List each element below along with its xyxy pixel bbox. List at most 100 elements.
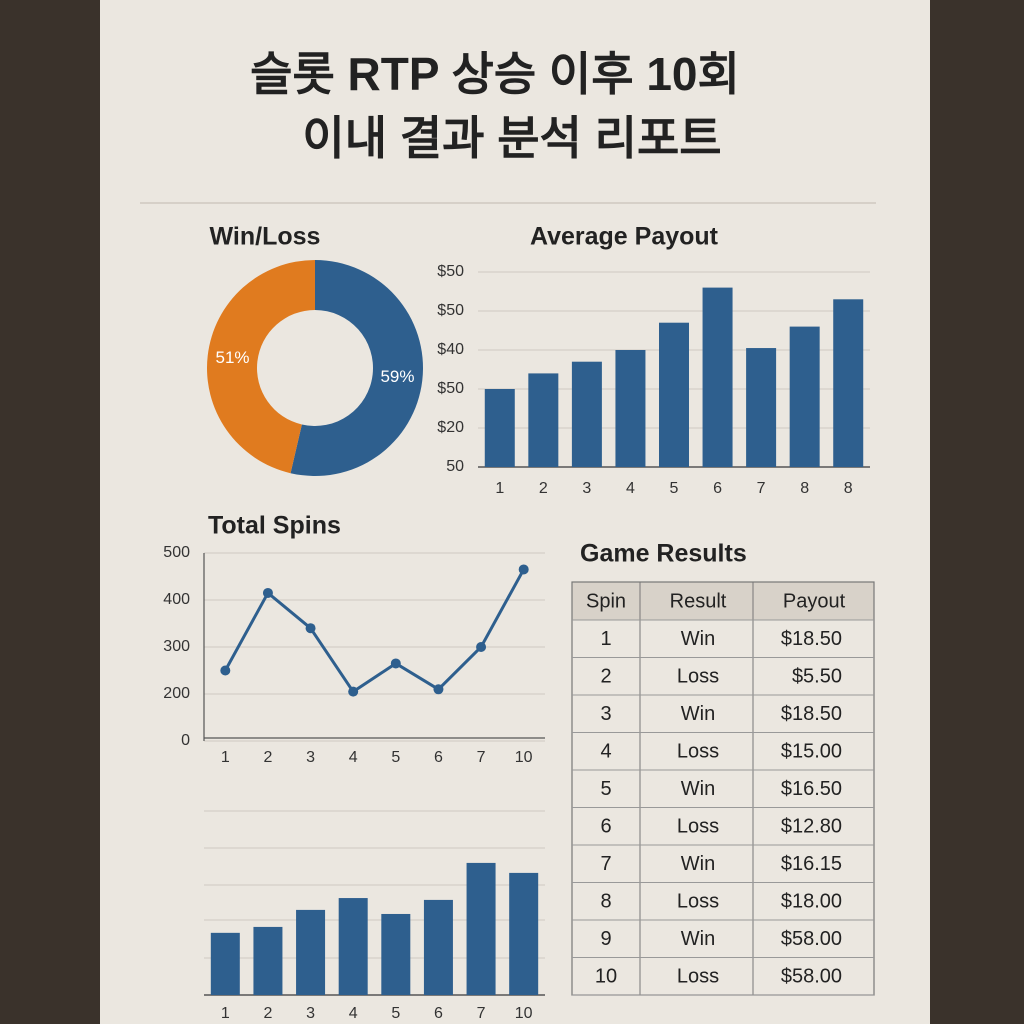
x-tick-label: 4 bbox=[626, 480, 635, 497]
bar bbox=[296, 909, 326, 995]
table-cell: Win bbox=[681, 928, 715, 950]
table-cell: 3 bbox=[600, 703, 611, 725]
table-cell: $15.00 bbox=[781, 741, 842, 763]
table-cell: $58.00 bbox=[781, 966, 842, 988]
bar bbox=[615, 350, 646, 467]
donut-slice bbox=[206, 260, 315, 474]
point bbox=[348, 686, 359, 697]
paper bbox=[100, 0, 930, 1024]
bar bbox=[253, 926, 283, 995]
x-tick-label: 8 bbox=[844, 480, 853, 497]
x-tick-label: 3 bbox=[306, 1005, 315, 1022]
x-tick-label: 7 bbox=[477, 1005, 486, 1022]
table-cell: 5 bbox=[600, 778, 611, 800]
bar bbox=[746, 348, 777, 467]
table-cell: Loss bbox=[677, 966, 719, 988]
title-line: 슬롯 RTP 상승 이후 10회 bbox=[250, 48, 740, 100]
x-tick-label: 8 bbox=[800, 480, 809, 497]
bar bbox=[466, 862, 496, 995]
y-tick-label: 200 bbox=[163, 685, 190, 702]
bar bbox=[381, 913, 411, 995]
point bbox=[262, 587, 273, 598]
table-title: Game Results bbox=[580, 540, 747, 568]
x-tick-label: 1 bbox=[495, 480, 504, 497]
donut-slice bbox=[290, 260, 423, 476]
x-tick-label: 10 bbox=[515, 749, 533, 766]
bar bbox=[509, 872, 539, 995]
chart-title: Win/Loss bbox=[210, 223, 321, 251]
chart-title: Average Payout bbox=[530, 223, 719, 251]
table-header-bg bbox=[572, 582, 874, 620]
y-tick-label: 0 bbox=[181, 732, 190, 749]
x-tick-label: 2 bbox=[539, 480, 548, 497]
table-header: Payout bbox=[783, 590, 846, 612]
table-cell: $5.50 bbox=[792, 666, 842, 688]
x-tick-label: 6 bbox=[713, 480, 722, 497]
x-tick-label: 4 bbox=[349, 1005, 358, 1022]
point bbox=[305, 623, 316, 634]
y-tick-label: 400 bbox=[163, 591, 190, 608]
table-cell: 4 bbox=[600, 741, 611, 763]
table-cell: 7 bbox=[600, 853, 611, 875]
table-cell: $18.50 bbox=[781, 703, 842, 725]
x-tick-label: 1 bbox=[221, 1005, 230, 1022]
bar bbox=[338, 898, 368, 995]
table-cell: 9 bbox=[600, 928, 611, 950]
table-cell: Win bbox=[681, 853, 715, 875]
x-tick-label: 3 bbox=[582, 480, 591, 497]
x-tick-label: 6 bbox=[434, 1005, 443, 1022]
bar bbox=[484, 389, 515, 467]
y-tick-label: 50 bbox=[446, 458, 464, 475]
point bbox=[390, 658, 401, 669]
table-cell: Loss bbox=[677, 816, 719, 838]
x-tick-label: 6 bbox=[434, 749, 443, 766]
y-tick-label: $50 bbox=[437, 380, 464, 397]
table-cell: $18.50 bbox=[781, 628, 842, 650]
y-tick-label: 300 bbox=[163, 638, 190, 655]
table-cell: $16.50 bbox=[781, 778, 842, 800]
point bbox=[476, 642, 487, 652]
table-cell: $16.15 bbox=[781, 853, 842, 875]
x-tick-label: 3 bbox=[306, 749, 315, 766]
table-cell: $58.00 bbox=[781, 928, 842, 950]
y-tick-label: $40 bbox=[437, 341, 464, 358]
title-line: 이내 결과 분석 리포트 bbox=[302, 112, 721, 164]
table-cell: Win bbox=[681, 778, 715, 800]
bar bbox=[423, 899, 453, 995]
table-cell: Loss bbox=[677, 891, 719, 913]
bar bbox=[702, 287, 733, 467]
chart-title: Total Spins bbox=[208, 512, 341, 540]
y-tick-label: $20 bbox=[437, 419, 464, 436]
data-label: 51% bbox=[216, 348, 250, 367]
table-cell: 1 bbox=[600, 628, 611, 650]
bar bbox=[659, 322, 689, 467]
x-tick-label: 2 bbox=[263, 1005, 272, 1022]
point bbox=[433, 684, 444, 695]
table-cell: 10 bbox=[595, 966, 617, 988]
data-label: 59% bbox=[380, 367, 414, 386]
y-tick-label: $50 bbox=[437, 302, 464, 319]
line bbox=[223, 568, 526, 694]
table-cell: Win bbox=[681, 628, 715, 650]
y-tick-label: 500 bbox=[163, 544, 190, 561]
y-tick-label: $50 bbox=[437, 263, 464, 280]
bar bbox=[210, 932, 240, 995]
table-cell: 8 bbox=[600, 891, 611, 913]
table-cell: 6 bbox=[600, 816, 611, 838]
x-tick-label: 1 bbox=[221, 749, 230, 766]
table-cell: $18.00 bbox=[781, 891, 842, 913]
point bbox=[220, 665, 231, 676]
table-header: Spin bbox=[586, 590, 626, 612]
x-tick-label: 7 bbox=[477, 749, 486, 766]
x-tick-label: 5 bbox=[670, 480, 679, 497]
bar bbox=[833, 299, 864, 467]
x-tick-label: 4 bbox=[349, 749, 358, 766]
bar bbox=[528, 373, 559, 467]
table-cell: $12.80 bbox=[781, 816, 842, 838]
x-tick-label: 2 bbox=[263, 749, 272, 766]
table-cell: 2 bbox=[600, 666, 611, 688]
x-tick-label: 5 bbox=[391, 1005, 400, 1022]
x-tick-label: 5 bbox=[391, 749, 400, 766]
table-cell: Loss bbox=[677, 741, 719, 763]
x-tick-label: 7 bbox=[757, 480, 766, 497]
